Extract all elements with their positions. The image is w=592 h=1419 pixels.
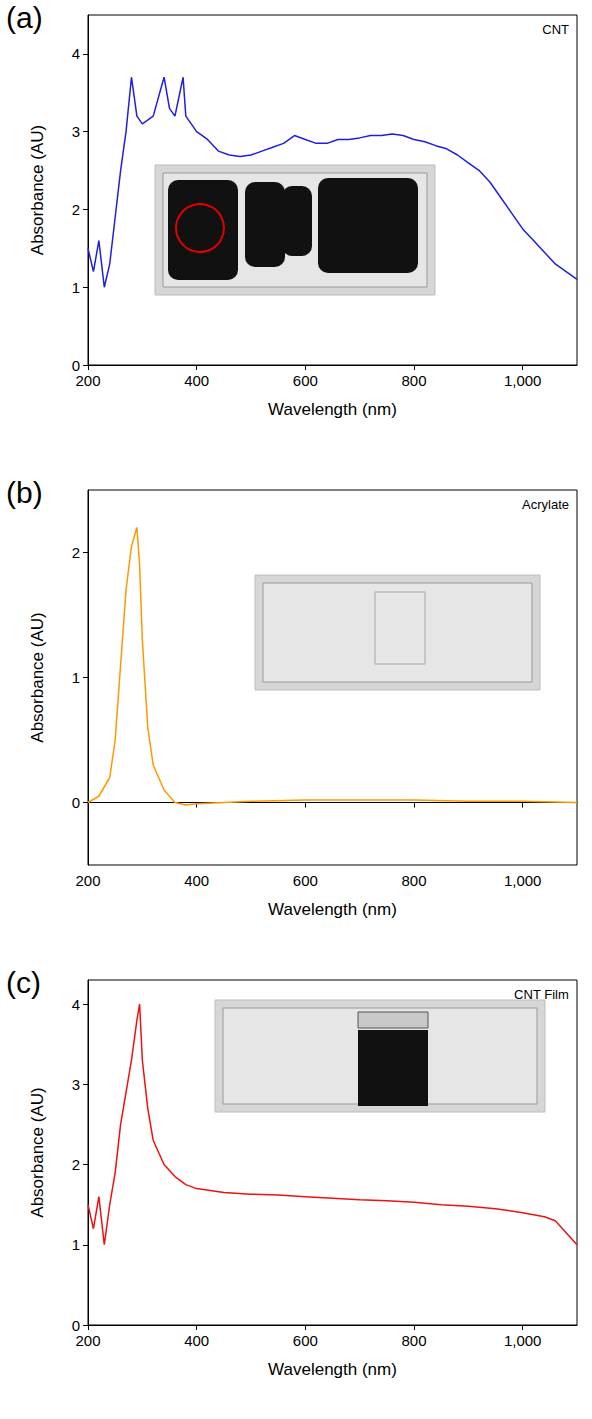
- svg-text:1,000: 1,000: [504, 372, 542, 389]
- svg-text:1: 1: [72, 1236, 80, 1253]
- svg-text:Wavelength (nm): Wavelength (nm): [268, 400, 397, 419]
- svg-text:CNT: CNT: [542, 22, 569, 37]
- svg-text:4: 4: [72, 996, 80, 1013]
- svg-text:800: 800: [401, 872, 426, 889]
- svg-text:600: 600: [293, 372, 318, 389]
- svg-text:2: 2: [72, 201, 80, 218]
- svg-text:Absorbance (AU): Absorbance (AU): [28, 1087, 47, 1217]
- svg-text:(a): (a): [6, 1, 43, 34]
- svg-text:1: 1: [72, 669, 80, 686]
- svg-text:1,000: 1,000: [504, 872, 542, 889]
- svg-text:200: 200: [75, 872, 100, 889]
- svg-text:(c): (c): [6, 966, 41, 999]
- svg-text:0: 0: [72, 794, 80, 811]
- svg-text:Wavelength (nm): Wavelength (nm): [268, 900, 397, 919]
- svg-text:1: 1: [72, 279, 80, 296]
- svg-text:800: 800: [401, 372, 426, 389]
- svg-text:1,000: 1,000: [504, 1332, 542, 1349]
- svg-text:3: 3: [72, 1076, 80, 1093]
- svg-text:CNT Film: CNT Film: [514, 987, 569, 1002]
- svg-text:200: 200: [75, 372, 100, 389]
- svg-text:Absorbance (AU): Absorbance (AU): [28, 125, 47, 255]
- svg-text:0: 0: [72, 1317, 80, 1334]
- svg-text:Wavelength (nm): Wavelength (nm): [268, 1360, 397, 1379]
- svg-text:2: 2: [72, 1156, 80, 1173]
- svg-text:200: 200: [75, 1332, 100, 1349]
- svg-text:3: 3: [72, 123, 80, 140]
- svg-text:0: 0: [72, 357, 80, 374]
- svg-text:800: 800: [401, 1332, 426, 1349]
- svg-text:400: 400: [184, 872, 209, 889]
- svg-text:Acrylate: Acrylate: [522, 497, 569, 512]
- svg-text:600: 600: [293, 1332, 318, 1349]
- svg-text:400: 400: [184, 1332, 209, 1349]
- svg-text:4: 4: [72, 45, 80, 62]
- svg-text:(b): (b): [6, 476, 43, 509]
- svg-text:Absorbance (AU): Absorbance (AU): [28, 612, 47, 742]
- svg-text:600: 600: [293, 872, 318, 889]
- svg-text:400: 400: [184, 372, 209, 389]
- svg-text:2: 2: [72, 544, 80, 561]
